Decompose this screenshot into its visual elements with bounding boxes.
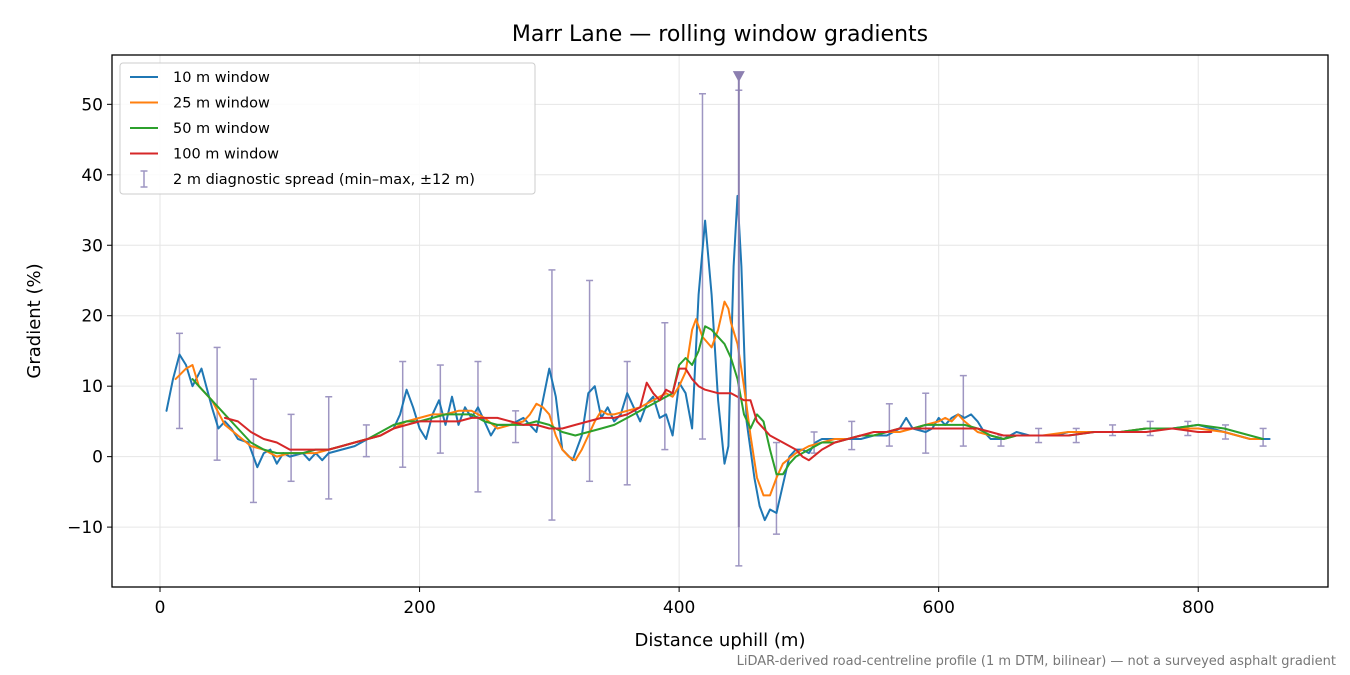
chart-title: Marr Lane — rolling window gradients	[512, 22, 928, 47]
marker-triangle	[732, 71, 745, 83]
errorbar	[175, 332, 183, 430]
errorbar	[213, 346, 221, 461]
errorbar	[512, 410, 520, 444]
y-tick-label: 50	[81, 95, 103, 115]
y-tick-label: 30	[81, 236, 103, 256]
x-tick-label: 800	[1182, 598, 1214, 618]
errorbar	[325, 395, 333, 500]
errorbar	[586, 279, 594, 483]
y-tick-label: 0	[92, 448, 103, 468]
errorbar	[959, 374, 967, 447]
errorbar	[772, 441, 780, 535]
x-tick-label: 600	[922, 598, 954, 618]
y-tick-label: −10	[67, 518, 103, 538]
legend-label-4: 100 m window	[173, 147, 279, 163]
errorbar	[698, 93, 706, 440]
errorbar	[474, 360, 482, 493]
errorbar	[922, 392, 930, 454]
errorbar	[885, 403, 893, 447]
x-tick-label: 200	[403, 598, 435, 618]
errorbar	[848, 420, 856, 451]
legend-label-errorbars: 2 m diagnostic spread (min–max, ±12 m)	[173, 172, 475, 188]
errorbar	[548, 269, 556, 521]
axis-ticks: 0 200 400 600 800 −10 0 10 20 30 40 50	[67, 95, 1214, 618]
errorbar	[399, 360, 407, 468]
errorbar	[287, 413, 295, 483]
legend-label-2: 25 m window	[173, 96, 270, 112]
y-tick-label: 40	[81, 166, 103, 186]
errorbar	[1072, 427, 1080, 444]
x-tick-label: 0	[155, 598, 166, 618]
footnote: LiDAR-derived road-centreline profile (1…	[737, 654, 1336, 669]
legend-label-1: 10 m window	[173, 70, 270, 86]
errorbar	[1259, 427, 1267, 447]
errorbar	[661, 322, 669, 451]
legend-box	[119, 62, 536, 195]
plot-data	[165, 71, 1271, 567]
y-tick-label: 10	[81, 377, 103, 397]
x-axis-label: Distance uphill (m)	[635, 630, 806, 651]
series-line-4	[223, 367, 1213, 462]
legend: 10 m window 25 m window 50 m window 100 m w…	[119, 62, 536, 195]
errorbar	[249, 378, 257, 504]
y-tick-label: 20	[81, 307, 103, 327]
y-axis-label: Gradient (%)	[24, 263, 45, 378]
x-tick-label: 400	[663, 598, 695, 618]
errorbar	[1109, 424, 1117, 437]
legend-label-3: 50 m window	[173, 121, 270, 137]
errorbar	[623, 360, 631, 486]
plot-frame	[111, 54, 1329, 588]
